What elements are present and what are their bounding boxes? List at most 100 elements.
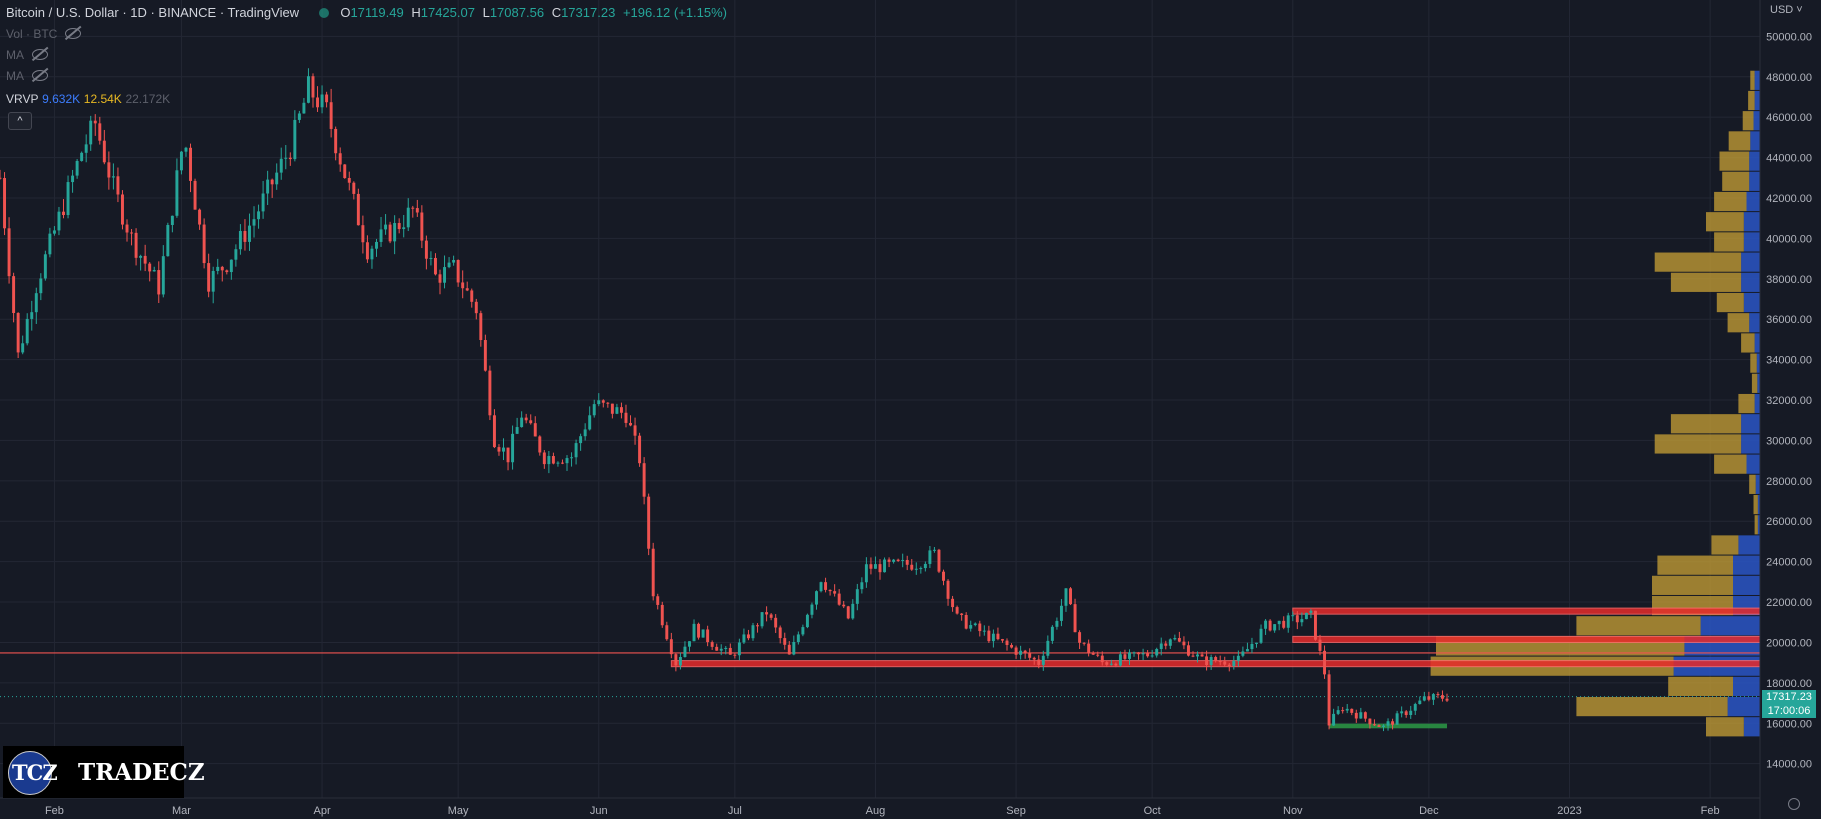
candle-body [1359,712,1363,719]
y-tick-label: 38000.00 [1766,274,1812,286]
candle-body [139,255,143,258]
volume-profile-up-bar [1757,373,1760,393]
volume-profile-up-bar [1743,717,1760,737]
indicator-vrvp[interactable]: VRVP 9.632K 12.54K 22.172K [6,91,170,106]
candle-body [1209,657,1213,666]
candle-body [873,564,877,569]
symbol-title[interactable]: Bitcoin / U.S. Dollar · 1D · BINANCE · T… [6,5,300,20]
candle-body [1418,700,1422,705]
candle-body [542,452,546,465]
hidden-eye-icon[interactable] [32,49,48,60]
candle-body [946,580,950,599]
candle-body [1413,704,1417,711]
y-tick-label: 26000.00 [1766,516,1812,528]
candle-body [1218,661,1222,663]
candle-body [533,423,537,437]
volume-profile-down-bar [1576,696,1728,717]
candle-body [1159,643,1163,650]
candle-body [851,603,855,619]
indicator-ma-1[interactable]: MA [6,48,48,62]
candle-body [98,123,102,141]
volume-profile-down-bar [1670,272,1742,292]
y-tick-label: 42000.00 [1766,193,1812,205]
candle-body [243,230,247,242]
hidden-eye-icon[interactable] [32,70,48,81]
candle-body [719,648,723,651]
candle-body [338,153,342,165]
candle-body [1186,645,1190,656]
volume-profile-up-bar [1754,333,1760,353]
candle-body [1091,652,1095,655]
candle-body [746,634,750,639]
candle-body [928,550,932,564]
volume-profile-up-bar [1757,494,1760,515]
indicator-ma-2[interactable]: MA [6,69,48,83]
candle-body [1105,662,1109,665]
candle-body [343,164,347,178]
candle-body [456,259,460,283]
candle-body [864,564,868,583]
volume-profile-up-bar [1741,434,1760,454]
candle-body [1345,708,1349,711]
candle-body [996,633,1000,640]
indicator-ma-label: MA [6,69,24,83]
candle-body [796,634,800,643]
candle-body [846,606,850,619]
candle-body [887,559,891,562]
candle-body [1227,664,1231,666]
candle-body [1268,620,1272,631]
candle-body [547,456,551,465]
candle-body [43,254,47,279]
chevron-down-icon: ˅ [1796,4,1803,16]
candle-body [316,97,319,108]
gear-icon[interactable] [1788,798,1800,810]
candle-body [0,177,2,179]
candle-body [130,232,134,234]
candle-body [1023,650,1027,654]
countdown-tag: 17:00:06 [1762,704,1816,718]
indicator-volume-label: Vol · BTC [6,27,58,41]
candle-body [1382,725,1385,727]
candle-body [302,102,306,114]
candle-body [1300,619,1304,623]
candle-body [1141,653,1145,655]
candle-body [801,627,805,635]
volume-profile-up-bar [1757,515,1760,535]
candle-body [275,172,279,185]
candle-body [52,230,56,234]
currency-selector[interactable]: USD ˅ [1770,4,1803,16]
candle-body [1377,725,1381,727]
candle-body [1019,650,1023,655]
volume-profile-up-bar [1741,252,1760,272]
volume-profile-down-bar [1706,212,1744,232]
volume-profile-up-bar [1741,272,1760,292]
ohlc-open: 17119.49 [350,5,404,20]
candle-body [461,282,465,289]
candle-body [1350,708,1354,713]
candle-body [1164,643,1168,646]
candle-body [1196,654,1199,657]
candle-body [393,223,397,242]
candle-body [25,318,29,344]
candle-body [7,228,11,277]
candle-body [969,625,973,629]
candle-body [157,270,161,295]
candle-body [683,646,687,657]
candle-body [89,120,93,145]
candle-body [883,559,887,573]
candle-body [207,263,211,292]
ohlc-close: 17317.23 [561,5,616,20]
volume-profile-down-bar [1742,111,1754,131]
candle-body [819,582,823,592]
candle-body [1155,649,1159,656]
candle-body [293,119,297,160]
candle-body [783,638,787,645]
collapse-legend-button[interactable]: ^ [8,112,32,130]
candle-body [71,175,75,183]
volume-profile-up-bar [1754,90,1760,111]
ohlc-high: 17425.07 [420,5,475,20]
last-price-tag: 17317.23 [1762,690,1816,704]
hidden-eye-icon[interactable] [65,28,82,39]
indicator-volume[interactable]: Vol · BTC [6,27,82,41]
